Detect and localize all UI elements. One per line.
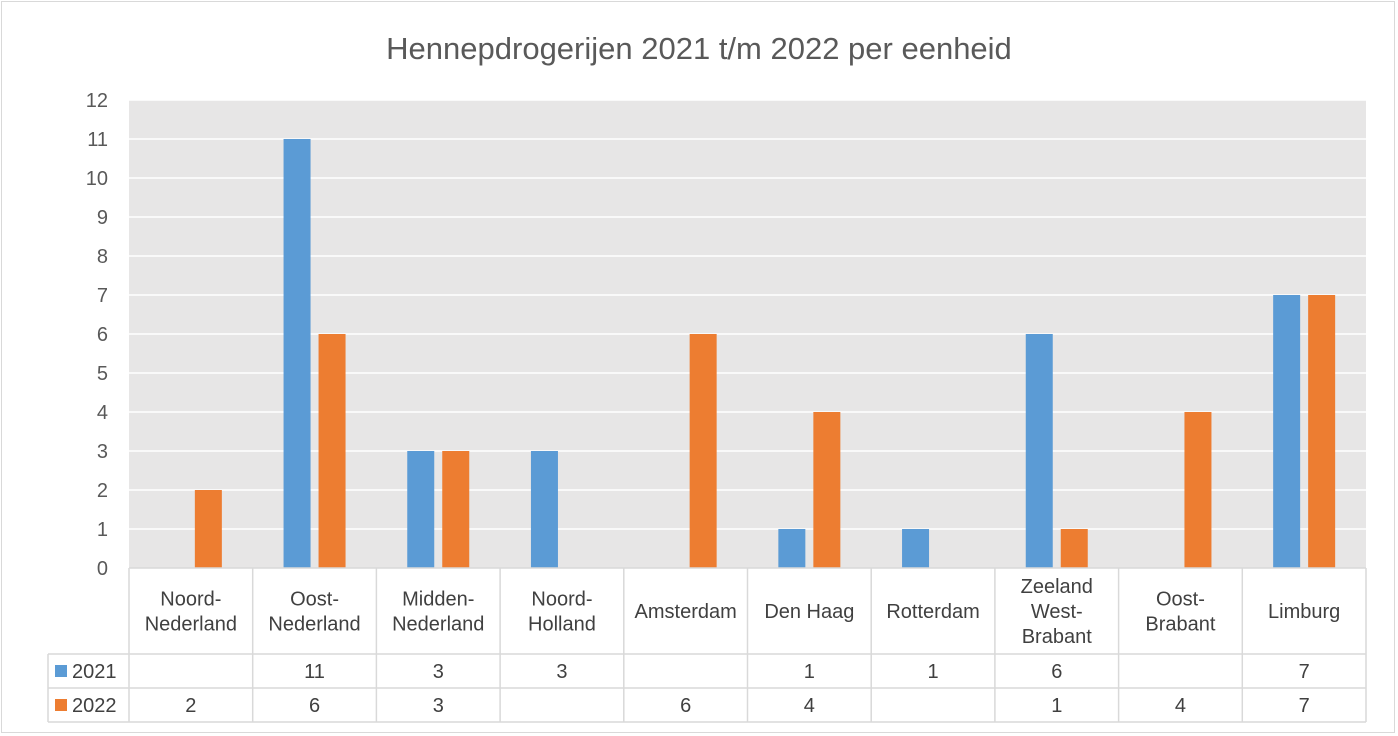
category-label-line: Brabant: [1145, 614, 1215, 636]
y-tick-label: 5: [97, 363, 108, 385]
table-value: 6: [1051, 661, 1062, 683]
table-value: 3: [433, 695, 444, 717]
table-value: 1: [804, 661, 815, 683]
table-value: 7: [1299, 695, 1310, 717]
category-label-line: Holland: [528, 614, 596, 636]
table-value: 7: [1299, 661, 1310, 683]
category-label-line: Amsterdam: [635, 601, 737, 623]
bar-2022: [442, 451, 470, 568]
table-value: 3: [433, 661, 444, 683]
category-label-line: Oost-: [1156, 589, 1205, 611]
category-label-line: Nederland: [268, 614, 360, 636]
category-label-line: Zeeland: [1021, 576, 1093, 598]
bar-2022: [194, 490, 222, 568]
category-label-line: Limburg: [1268, 601, 1340, 623]
y-tick-label: 3: [97, 441, 108, 463]
category-label: Midden- Nederland: [392, 589, 484, 636]
bar-2021: [778, 529, 806, 568]
category-label-line: Nederland: [145, 614, 237, 636]
category-label-line: Midden-: [402, 589, 474, 611]
category-label: Amsterdam: [635, 601, 737, 623]
y-tick-label: 1: [97, 519, 108, 541]
category-label-line: Den Haag: [764, 601, 854, 623]
category-label-line: Rotterdam: [886, 601, 979, 623]
y-tick-label: 2: [97, 480, 108, 502]
y-tick-label: 12: [86, 90, 108, 112]
table-value: 1: [1051, 695, 1062, 717]
category-label: Oost- Nederland: [268, 589, 360, 636]
y-tick-label: 7: [97, 285, 108, 307]
bar-2021: [902, 529, 930, 568]
y-tick-label: 11: [87, 129, 108, 151]
y-tick-label: 6: [97, 324, 108, 346]
category-label-line: Nederland: [392, 614, 484, 636]
category-label-line: Noord-: [531, 589, 592, 611]
y-tick-label: 9: [97, 207, 108, 229]
category-label-line: Noord-: [160, 589, 221, 611]
y-tick-label: 8: [97, 246, 108, 268]
table-value: 11: [304, 661, 325, 683]
category-label: Oost- Brabant: [1145, 589, 1215, 636]
legend-label-2021: 2021: [72, 661, 117, 683]
bar-2022: [689, 334, 717, 568]
table-value: 3: [556, 661, 567, 683]
table-value: 2: [185, 695, 196, 717]
category-label: Noord- Holland: [528, 589, 596, 636]
table-value: 1: [927, 661, 938, 683]
table-value: 4: [1175, 695, 1186, 717]
bar-2022: [1308, 295, 1336, 568]
legend-label-2022: 2022: [72, 695, 117, 717]
bar-2021: [407, 451, 435, 568]
category-label: Noord- Nederland: [145, 589, 237, 636]
category-label: Rotterdam: [886, 601, 979, 623]
table-value: 4: [804, 695, 815, 717]
bar-2021: [530, 451, 558, 568]
bar-2022: [318, 334, 346, 568]
category-label-line: West-: [1031, 601, 1083, 623]
legend-key-2022: [55, 699, 67, 711]
category-label: Limburg: [1268, 601, 1340, 623]
bar-2022: [1184, 412, 1212, 568]
table-value: 6: [680, 695, 691, 717]
chart-title: Hennepdrogerijen 2021 t/m 2022 per eenhe…: [386, 31, 1012, 66]
bar-2021: [283, 139, 311, 568]
table-value: 6: [309, 695, 320, 717]
category-label: Den Haag: [764, 601, 854, 623]
y-tick-label: 4: [97, 402, 108, 424]
y-tick-label: 10: [86, 168, 108, 190]
category-label-line: Brabant: [1022, 626, 1092, 648]
category-label: Zeeland West- Brabant: [1021, 576, 1093, 648]
y-tick-label: 0: [97, 558, 108, 580]
bar-2022: [1060, 529, 1088, 568]
bar-2021: [1273, 295, 1301, 568]
bar-2022: [813, 412, 841, 568]
bar-2021: [1025, 334, 1053, 568]
category-label-line: Oost-: [290, 589, 339, 611]
legend-key-2021: [55, 665, 67, 677]
